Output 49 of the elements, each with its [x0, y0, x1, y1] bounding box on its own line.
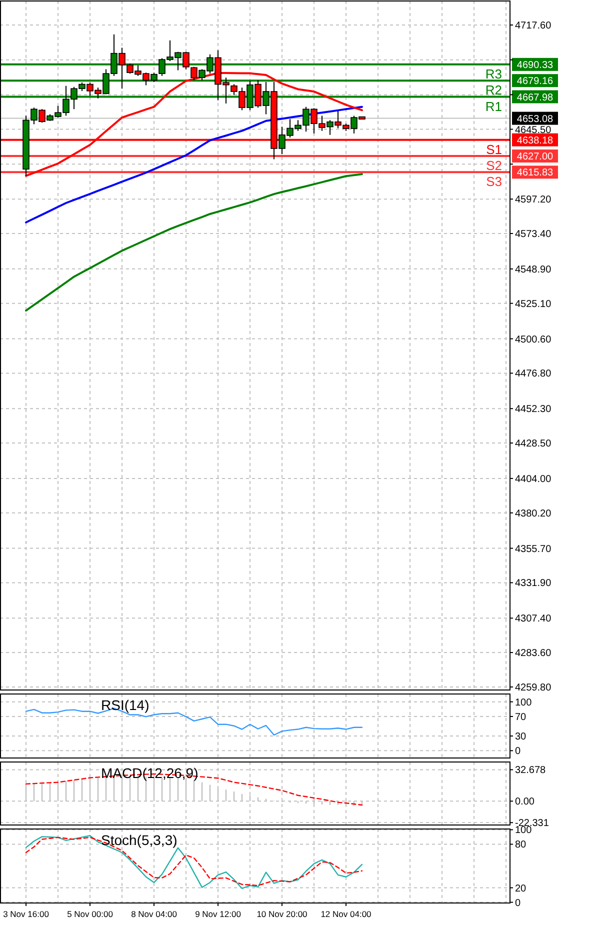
y-tick-label: 4476.80 [515, 368, 552, 380]
y-tick-label: 4500.60 [515, 334, 552, 346]
y-tick-label: 70 [515, 712, 527, 723]
ref-line-label: 4615.83 [516, 168, 554, 179]
line-series [25, 106, 363, 224]
y-tick-label: 0 [515, 746, 521, 758]
y-tick-label: 32.678 [515, 765, 546, 776]
x-tick-label: 8 Nov 04:00 [131, 909, 178, 919]
x-tick-label: 3 Nov 16:00 [3, 909, 50, 919]
y-tick-label: 4573.40 [515, 229, 552, 240]
ref-line-label: 4667.98 [516, 92, 554, 104]
x-tick-label: 9 Nov 12:00 [195, 909, 242, 919]
ref-line-label: 4690.33 [516, 60, 554, 71]
annotation: S2 [486, 158, 502, 174]
y-tick-label: 4452.30 [515, 404, 552, 416]
line-series [25, 173, 363, 312]
ref-line-label: 4638.18 [516, 135, 554, 146]
chart-title: Stoch(5,3,3) [101, 832, 178, 848]
y-tick-label: 0.00 [515, 796, 535, 808]
ref-line-label: 4679.16 [516, 76, 554, 88]
y-tick-label: 4645.50 [515, 124, 552, 136]
x-tick-label: 10 Nov 20:00 [256, 909, 308, 919]
annotation: S3 [486, 174, 502, 190]
chart-title: RSI(14) [101, 697, 150, 713]
y-tick-label: 0 [515, 898, 521, 909]
annotation: S1 [486, 142, 502, 157]
y-tick-label: 4307.40 [515, 614, 552, 625]
y-tick-label: 20 [515, 883, 527, 894]
y-tick-label: 4355.70 [515, 544, 552, 555]
y-tick-label: 4380.20 [515, 508, 552, 520]
annotation: R3 [485, 66, 502, 82]
y-tick-label: 4548.90 [515, 264, 552, 276]
y-tick-label: 4717.60 [515, 20, 552, 32]
y-tick-label: 4597.20 [515, 194, 552, 206]
x-tick-label: 5 Nov 00:00 [67, 909, 114, 919]
y-tick-label: 4525.10 [515, 298, 552, 310]
ref-line-label: 4653.08 [516, 114, 554, 125]
annotation: R1 [485, 98, 502, 114]
y-tick-label: 100 [515, 697, 532, 708]
y-tick-label: 30 [515, 732, 527, 743]
y-tick-label: 4259.80 [515, 682, 552, 694]
y-tick-label: 80 [515, 840, 527, 851]
y-tick-label: 4428.50 [515, 438, 552, 450]
ref-line-label: 4627.00 [516, 152, 554, 163]
y-tick-label: 4404.00 [515, 474, 552, 485]
y-tick-label: 4283.60 [515, 648, 552, 660]
x-tick-label: 12 Nov 04:00 [320, 909, 372, 919]
annotation: R2 [485, 82, 502, 98]
y-tick-label: 4331.90 [515, 578, 552, 590]
